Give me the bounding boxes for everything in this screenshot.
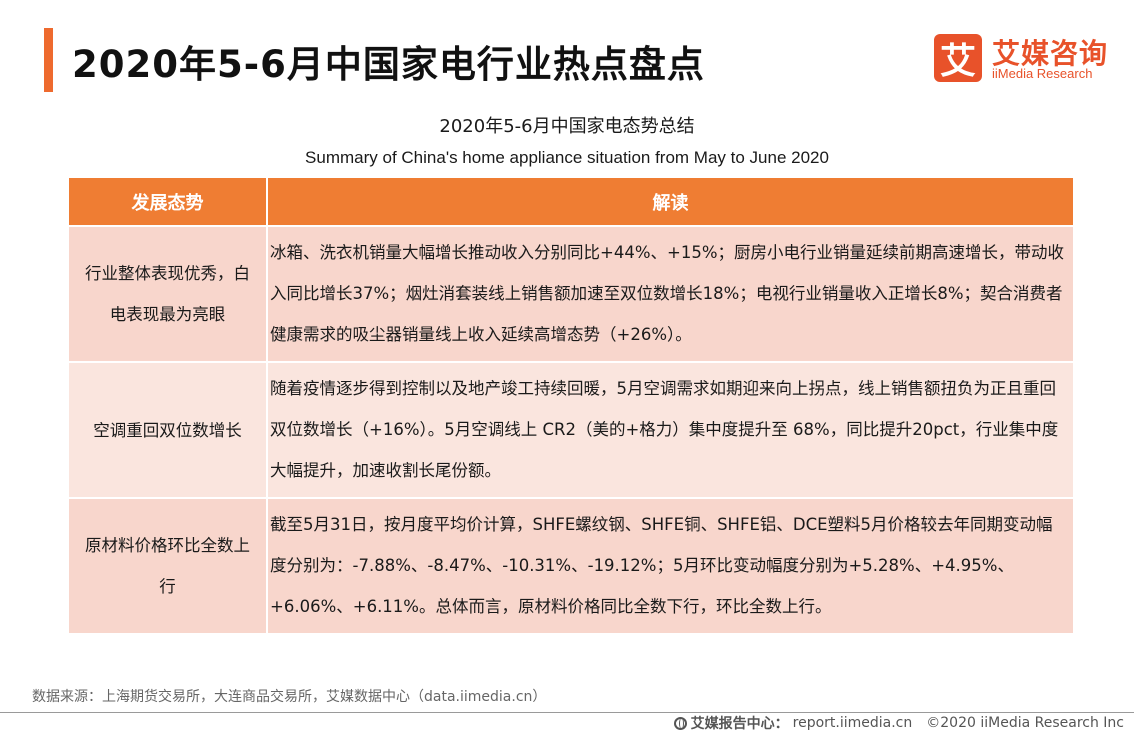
title-accent-bar bbox=[44, 28, 53, 92]
logo-name-en: iiMedia Research bbox=[992, 66, 1093, 81]
footer-url[interactable]: report.iimedia.cn bbox=[792, 715, 913, 731]
iimedia-logo: 艾 艾媒咨询 iiMedia Research bbox=[934, 34, 1114, 84]
footer: 艾媒报告中心： report.iimedia.cn ©2020 iiMedia … bbox=[673, 713, 1124, 733]
trend-cell: 空调重回双位数增长 bbox=[69, 361, 268, 498]
table-title-en: Summary of China's home appliance situat… bbox=[305, 148, 829, 167]
footer-copyright: ©2020 iiMedia Research Inc bbox=[926, 715, 1124, 731]
logo-mark-icon: 艾 bbox=[934, 34, 982, 82]
summary-table: 发展态势 解读 行业整体表现优秀，白电表现最为亮眼 冰箱、洗衣机销量大幅增长推动… bbox=[69, 178, 1073, 633]
footer-divider bbox=[0, 712, 1134, 713]
trend-cell: 行业整体表现优秀，白电表现最为亮眼 bbox=[69, 225, 268, 362]
footer-label: 艾媒报告中心： bbox=[690, 716, 789, 732]
interpretation-cell: 冰箱、洗衣机销量大幅增长推动收入分别同比+44%、+15%；厨房小电行业销量延续… bbox=[267, 225, 1073, 362]
table-row: 原材料价格环比全数上行 截至5月31日，按月度平均价计算，SHFE螺纹钢、SHF… bbox=[69, 497, 1073, 633]
globe-icon bbox=[673, 716, 687, 730]
interpretation-cell: 截至5月31日，按月度平均价计算，SHFE螺纹钢、SHFE铜、SHFE铝、DCE… bbox=[267, 497, 1073, 633]
data-source-note: 数据来源：上海期货交易所，大连商品交易所，艾媒数据中心（data.iimedia… bbox=[32, 689, 547, 705]
header-trend: 发展态势 bbox=[69, 178, 268, 226]
logo-name-cn: 艾媒咨询 bbox=[992, 37, 1109, 70]
table-header-row: 发展态势 解读 bbox=[69, 178, 1073, 226]
table-row: 空调重回双位数增长 随着疫情逐步得到控制以及地产竣工持续回暖，5月空调需求如期迎… bbox=[69, 361, 1073, 498]
trend-cell: 原材料价格环比全数上行 bbox=[69, 497, 268, 633]
table-row: 行业整体表现优秀，白电表现最为亮眼 冰箱、洗衣机销量大幅增长推动收入分别同比+4… bbox=[69, 225, 1073, 362]
interpretation-cell: 随着疫情逐步得到控制以及地产竣工持续回暖，5月空调需求如期迎来向上拐点，线上销售… bbox=[267, 361, 1073, 498]
header-interpretation: 解读 bbox=[267, 178, 1073, 226]
table-title-cn: 2020年5-6月中国家电态势总结 bbox=[439, 116, 695, 137]
page-title: 2020年5-6月中国家电行业热点盘点 bbox=[72, 43, 705, 86]
